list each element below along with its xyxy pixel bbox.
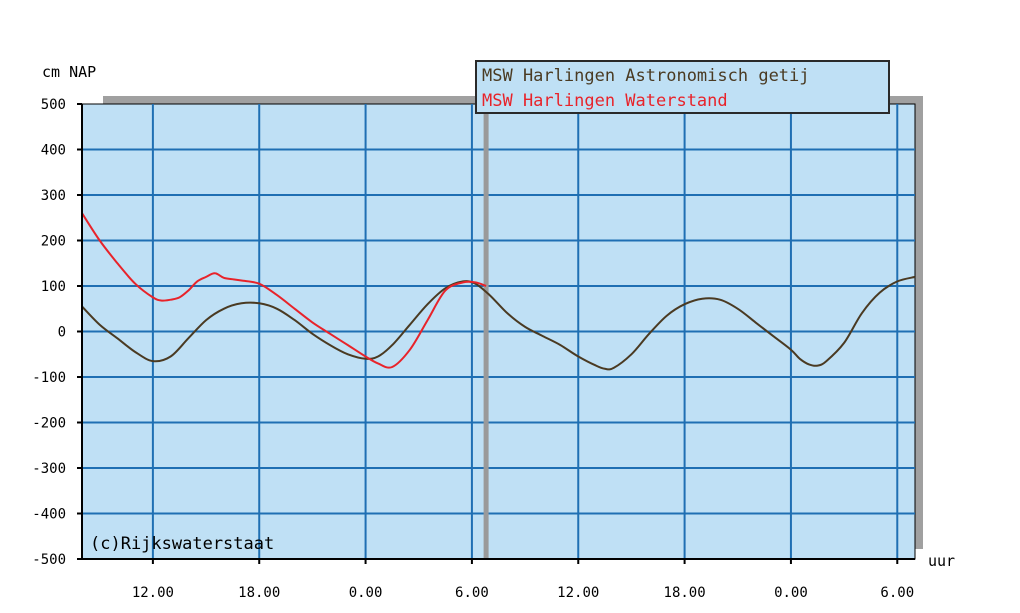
x-tick-label: 18.00 bbox=[238, 585, 280, 601]
copyright-label: (c)Rijkswaterstaat bbox=[90, 534, 274, 554]
y-tick-label: 400 bbox=[41, 143, 66, 159]
legend-entry-waterstand: MSW Harlingen Waterstand bbox=[482, 91, 728, 111]
y-tick-label: -300 bbox=[32, 461, 66, 477]
y-tick-label: 0 bbox=[58, 325, 66, 341]
x-tick-label: 0.00 bbox=[349, 585, 383, 601]
series-line-waterstand bbox=[81, 212, 487, 369]
y-tick-label: 100 bbox=[41, 279, 66, 295]
x-tick-label: 12.00 bbox=[557, 585, 599, 601]
x-axis-unit: uur bbox=[928, 552, 955, 570]
series-line-astronomisch bbox=[81, 275, 916, 371]
y-tick-label: -200 bbox=[32, 416, 66, 432]
x-tick-label: 6.00 bbox=[455, 585, 489, 601]
y-tick-label: 200 bbox=[41, 234, 66, 250]
x-tick-label: 0.00 bbox=[774, 585, 808, 601]
x-tick-label: 6.00 bbox=[880, 585, 914, 601]
legend-entry-astronomisch: MSW Harlingen Astronomisch getij bbox=[482, 66, 810, 86]
y-tick-label: -100 bbox=[32, 370, 66, 386]
y-tick-label: 500 bbox=[41, 97, 66, 113]
y-axis-title: cm NAP bbox=[42, 63, 96, 81]
x-tick-label: 18.00 bbox=[664, 585, 706, 601]
y-tick-label: -500 bbox=[32, 552, 66, 568]
x-tick-label: 12.00 bbox=[132, 585, 174, 601]
y-tick-label: 300 bbox=[41, 188, 66, 204]
y-tick-labels: 500 400 300 200 100 0 -100 -200 -300 -400 -500 bbox=[32, 97, 66, 568]
legend: MSW Harlingen Astronomisch getij MSW Har… bbox=[475, 60, 890, 114]
legend-box bbox=[475, 60, 890, 114]
series-lines bbox=[81, 212, 916, 371]
x-tick-labels: 12.00 18.00 0.00 6.00 12.00 18.00 0.00 6.00 bbox=[132, 585, 914, 601]
grid bbox=[77, 103, 915, 564]
y-tick-label: -400 bbox=[32, 507, 66, 523]
